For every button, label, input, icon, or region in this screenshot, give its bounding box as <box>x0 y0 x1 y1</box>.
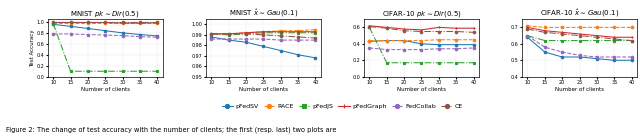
Title: MNIST $\hat{x} \sim Gau(0.1)$: MNIST $\hat{x} \sim Gau(0.1)$ <box>228 8 298 19</box>
X-axis label: Number of clients: Number of clients <box>555 87 604 92</box>
Title: CIFAR-10 $\hat{x} \sim Gau(0.1)$: CIFAR-10 $\hat{x} \sim Gau(0.1)$ <box>540 8 619 19</box>
X-axis label: Number of clients: Number of clients <box>397 87 446 92</box>
Title: MNIST $pk \sim Dir(0.5)$: MNIST $pk \sim Dir(0.5)$ <box>70 9 140 19</box>
Text: Figure 2: The change of test accuracy with the number of clients; the first (res: Figure 2: The change of test accuracy wi… <box>6 126 337 132</box>
Title: CIFAR-10 $pk \sim Dir(0.5)$: CIFAR-10 $pk \sim Dir(0.5)$ <box>381 9 461 19</box>
X-axis label: Number of clients: Number of clients <box>239 87 288 92</box>
Y-axis label: Test Accuracy: Test Accuracy <box>30 29 35 67</box>
Legend: pFedSV, RACE, pFedJS, pFedGraph, FedCollab, CE: pFedSV, RACE, pFedJS, pFedGraph, FedColl… <box>221 104 463 109</box>
X-axis label: Number of clients: Number of clients <box>81 87 130 92</box>
